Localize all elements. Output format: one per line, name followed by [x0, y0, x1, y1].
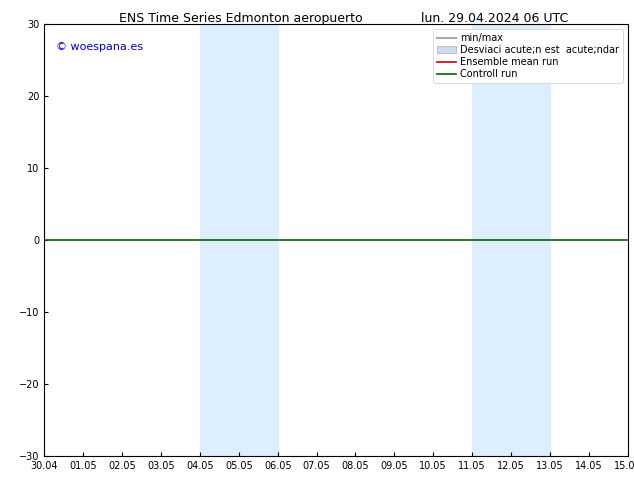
Bar — [200, 24, 239, 456]
Bar — [511, 24, 550, 456]
Text: lun. 29.04.2024 06 UTC: lun. 29.04.2024 06 UTC — [421, 12, 568, 25]
Text: © woespana.es: © woespana.es — [56, 42, 143, 52]
Bar — [472, 24, 511, 456]
Legend: min/max, Desviaci acute;n est  acute;ndar, Ensemble mean run, Controll run: min/max, Desviaci acute;n est acute;ndar… — [432, 29, 623, 83]
Bar — [239, 24, 278, 456]
Text: ENS Time Series Edmonton aeropuerto: ENS Time Series Edmonton aeropuerto — [119, 12, 363, 25]
